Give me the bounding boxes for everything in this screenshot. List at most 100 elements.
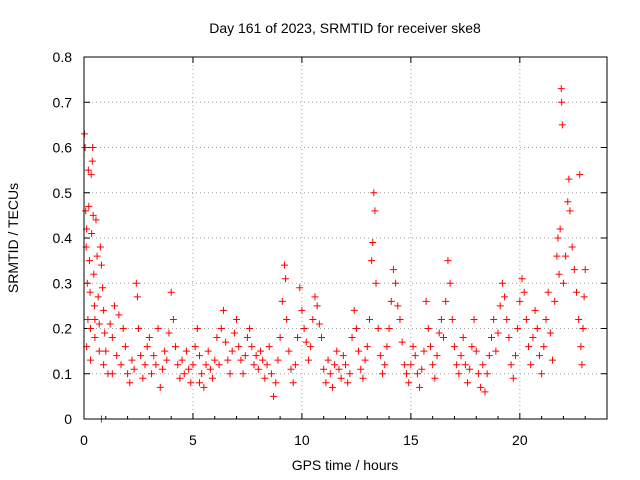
data-point — [88, 229, 96, 237]
data-point — [296, 284, 304, 292]
data-point — [535, 352, 543, 360]
data-point — [259, 356, 267, 364]
data-point — [95, 320, 103, 328]
data-point — [324, 356, 332, 364]
x-tick-label: 0 — [80, 432, 88, 448]
data-point — [372, 279, 380, 287]
data-point — [365, 315, 373, 323]
data-point — [318, 334, 326, 342]
data-point — [283, 315, 291, 323]
data-point — [370, 189, 378, 197]
data-point — [416, 383, 424, 391]
data-point — [422, 297, 430, 305]
data-point — [291, 361, 299, 369]
data-point — [457, 352, 465, 360]
data-point — [453, 361, 461, 369]
data-point — [226, 370, 234, 378]
data-point — [252, 352, 260, 360]
data-point — [326, 370, 334, 378]
data-point — [213, 334, 221, 342]
y-tick-label: 0 — [64, 411, 72, 427]
data-point — [206, 365, 214, 373]
data-point — [503, 315, 511, 323]
data-point — [572, 288, 580, 296]
data-point — [461, 361, 469, 369]
data-point — [501, 293, 509, 301]
data-point — [396, 315, 404, 323]
data-point — [566, 207, 574, 215]
data-point — [368, 257, 376, 265]
data-point — [383, 343, 391, 351]
data-point — [509, 374, 517, 382]
data-point — [91, 315, 99, 323]
data-point — [520, 288, 528, 296]
data-point — [90, 302, 98, 310]
data-point — [130, 365, 138, 373]
data-point — [533, 325, 541, 332]
data-point — [133, 293, 141, 301]
data-point — [143, 343, 151, 351]
data-point — [481, 388, 489, 396]
data-point — [514, 325, 522, 332]
data-point — [577, 343, 585, 351]
data-point — [315, 320, 323, 328]
grid — [84, 57, 607, 419]
data-point — [450, 343, 458, 351]
data-point — [405, 379, 413, 387]
data-point — [407, 361, 415, 369]
data-point — [492, 347, 500, 355]
data-point — [518, 275, 526, 283]
data-point — [435, 329, 443, 337]
y-tick-label: 0.7 — [53, 94, 73, 110]
data-point — [274, 356, 282, 364]
data-point — [261, 374, 269, 382]
data-point — [555, 270, 563, 278]
data-point — [459, 334, 467, 342]
data-point — [558, 121, 566, 129]
data-point — [549, 356, 557, 364]
data-point — [233, 315, 241, 323]
data-point — [359, 374, 367, 382]
data-point — [538, 370, 546, 378]
data-point — [570, 266, 578, 274]
data-point — [230, 329, 238, 337]
chart-title: Day 161 of 2023, SRMTID for receiver ske… — [209, 20, 481, 36]
data-point — [202, 361, 210, 369]
data-point — [87, 325, 95, 332]
data-point — [424, 325, 432, 332]
data-point — [86, 288, 94, 296]
data-point — [409, 343, 417, 351]
x-tick-label: 10 — [294, 432, 310, 448]
data-point — [172, 343, 180, 351]
data-point — [429, 361, 437, 369]
data-point — [228, 347, 236, 355]
data-point — [278, 297, 286, 305]
data-point — [578, 361, 586, 369]
data-point — [139, 374, 147, 382]
y-tick-label: 0.8 — [53, 49, 73, 65]
data-point — [392, 279, 400, 287]
data-point — [198, 370, 206, 378]
data-point — [137, 352, 145, 360]
data-point — [496, 302, 504, 310]
data-point — [546, 329, 554, 337]
data-point — [180, 370, 188, 378]
data-point — [490, 315, 498, 323]
data-point — [488, 334, 496, 342]
data-point — [357, 365, 365, 373]
data-point — [250, 361, 258, 369]
data-point — [254, 365, 262, 373]
data-point — [84, 315, 92, 323]
data-point — [187, 379, 195, 387]
data-point — [87, 356, 95, 364]
y-axis-label: SRMTID / TECUs — [5, 183, 21, 293]
data-point — [333, 347, 341, 355]
data-point — [115, 311, 123, 319]
data-point — [498, 279, 506, 287]
data-point — [371, 207, 379, 215]
data-point — [477, 383, 485, 391]
data-point — [544, 288, 552, 296]
data-point — [93, 252, 101, 260]
